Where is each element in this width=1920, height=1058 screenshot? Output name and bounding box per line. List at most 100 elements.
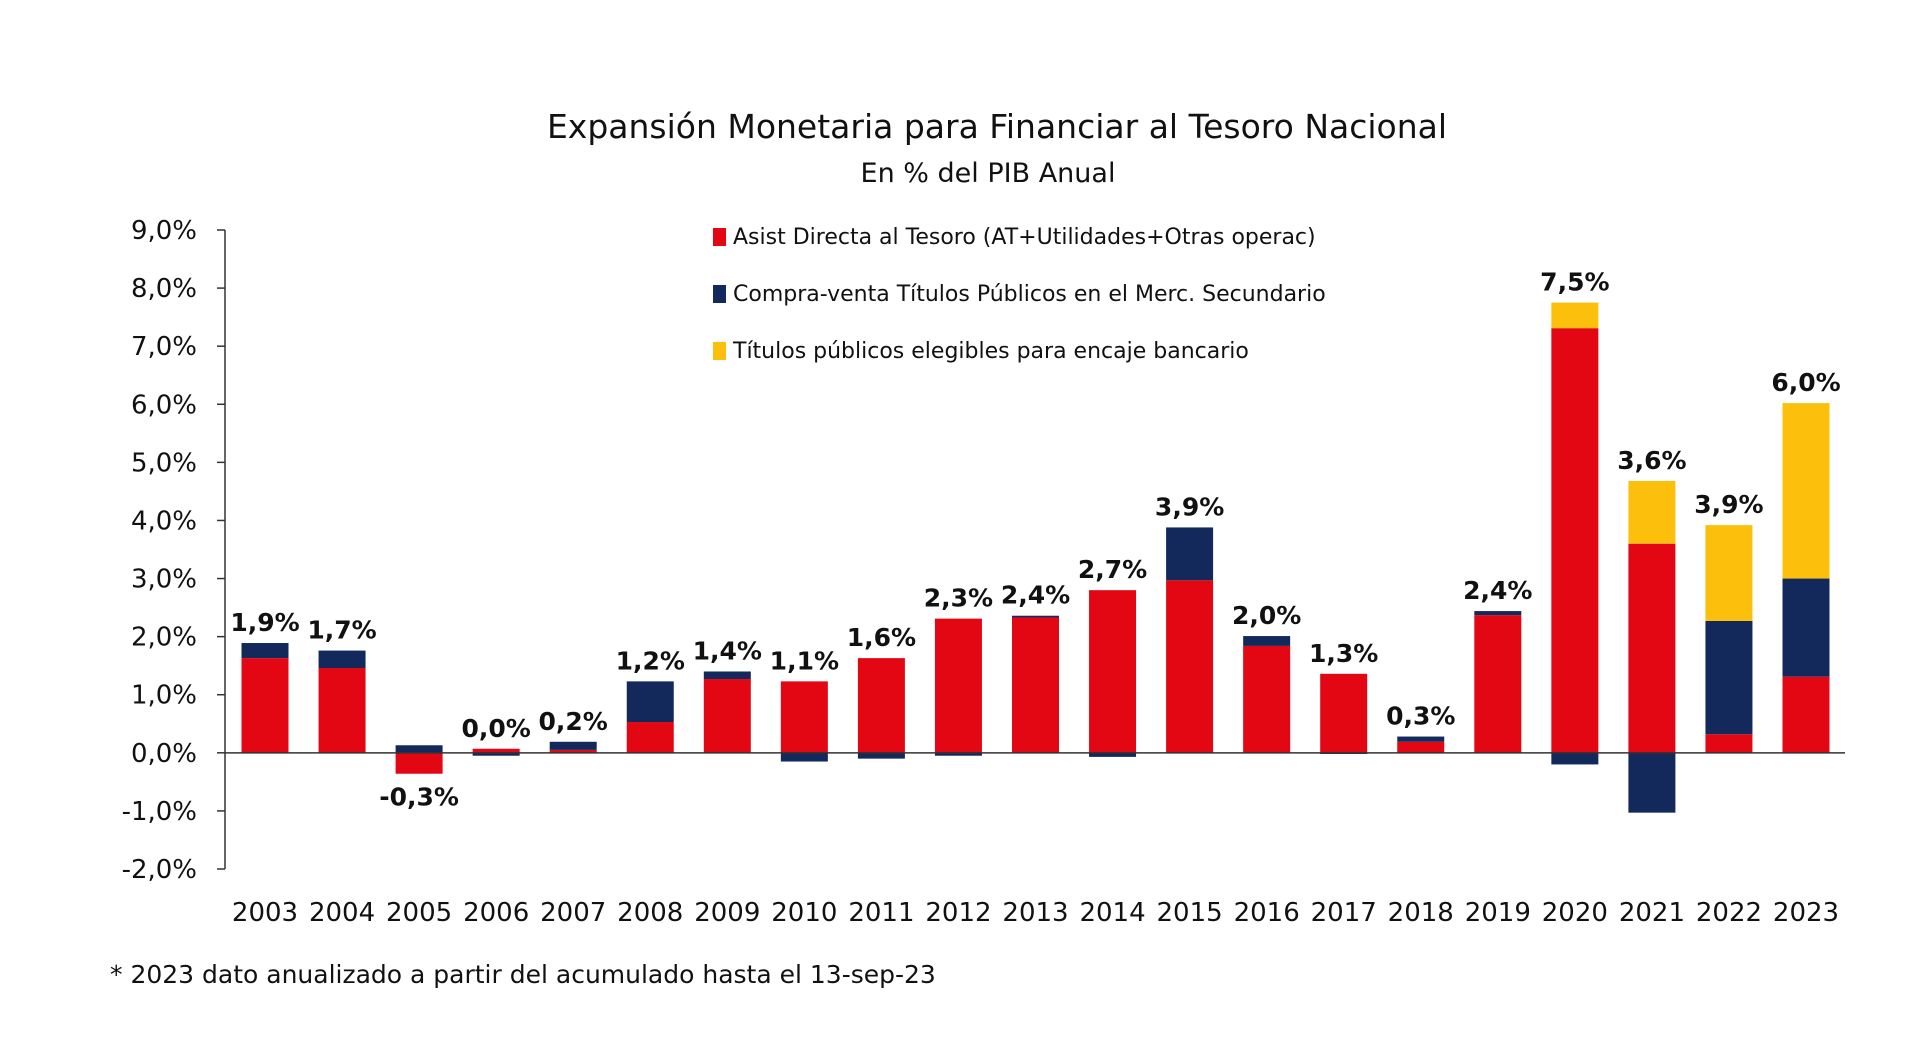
data-label: 1,4% xyxy=(693,636,762,665)
bar-segment xyxy=(472,748,520,753)
y-tick-label: 3,0% xyxy=(131,565,197,595)
data-label: 1,7% xyxy=(307,616,376,645)
bar-segment xyxy=(1474,611,1522,616)
data-label: 2,7% xyxy=(1078,555,1147,584)
x-tick-label: 2004 xyxy=(309,898,375,928)
bar-segment xyxy=(549,741,597,750)
legend-swatch xyxy=(713,285,726,303)
data-label: -0,3% xyxy=(379,783,459,812)
chart-title: Expansión Monetaria para Financiar al Te… xyxy=(547,107,1447,146)
x-tick-label: 2019 xyxy=(1465,898,1531,928)
data-label: 0,0% xyxy=(461,714,530,743)
x-tick-label: 2007 xyxy=(540,898,606,928)
data-label: 6,0% xyxy=(1771,368,1840,397)
bar-segment xyxy=(318,650,366,669)
x-tick-label: 2020 xyxy=(1542,898,1608,928)
bar-segment xyxy=(1551,302,1599,329)
bar-segment xyxy=(780,752,828,762)
bar-segment xyxy=(1628,752,1676,813)
x-tick-label: 2015 xyxy=(1157,898,1223,928)
x-tick-label: 2011 xyxy=(848,898,914,928)
bar-segment xyxy=(1320,673,1368,753)
bar-segment xyxy=(1705,734,1753,753)
bar-segment xyxy=(703,671,751,680)
data-label: 3,6% xyxy=(1617,446,1686,475)
bar-segment xyxy=(1782,403,1830,579)
x-tick-label: 2013 xyxy=(1002,898,1068,928)
bar-segment xyxy=(241,643,289,659)
bar-segment xyxy=(1166,580,1214,753)
bar-segment xyxy=(1782,578,1830,677)
y-tick-label: 1,0% xyxy=(131,681,197,711)
x-tick-label: 2023 xyxy=(1773,898,1839,928)
bar-segment xyxy=(318,668,366,753)
x-tick-label: 2018 xyxy=(1388,898,1454,928)
x-tick-label: 2012 xyxy=(925,898,991,928)
data-label: 0,3% xyxy=(1386,702,1455,731)
bar-segment xyxy=(1397,741,1445,753)
bar-segment xyxy=(472,752,520,756)
bar-segment xyxy=(1243,636,1291,646)
x-tick-label: 2006 xyxy=(463,898,529,928)
y-tick-label: 8,0% xyxy=(131,274,197,304)
bar-segment xyxy=(1551,328,1599,753)
bar-segment xyxy=(1705,620,1753,735)
data-label: 1,9% xyxy=(230,608,299,637)
bar-segment xyxy=(1551,752,1599,765)
bar-segment xyxy=(857,658,905,753)
chart-subtitle: En % del PIB Anual xyxy=(861,158,1116,189)
data-label: 1,1% xyxy=(770,646,839,675)
y-tick-label: 0,0% xyxy=(131,739,197,769)
bar-segment xyxy=(1628,543,1676,753)
bar-segment xyxy=(1474,615,1522,753)
bar-segment xyxy=(1243,645,1291,753)
bar-segment xyxy=(241,658,289,753)
bar-segment xyxy=(1166,527,1214,581)
x-tick-label: 2003 xyxy=(232,898,298,928)
footnote: * 2023 dato anualizado a partir del acum… xyxy=(110,960,936,989)
bar-segment xyxy=(1089,590,1137,753)
bar-segment xyxy=(703,679,751,753)
bar-segment xyxy=(1012,617,1059,753)
y-tick-label: -1,0% xyxy=(122,797,197,827)
legend-label: Títulos públicos elegibles para encaje b… xyxy=(732,339,1249,364)
bar-segment xyxy=(1628,480,1676,544)
data-label: 1,6% xyxy=(847,623,916,652)
data-label: 0,2% xyxy=(539,707,608,736)
legend-swatch xyxy=(713,342,726,360)
bar-segment xyxy=(1397,736,1445,742)
x-tick-label: 2017 xyxy=(1311,898,1377,928)
data-label: 2,4% xyxy=(1001,581,1070,610)
data-label: 1,2% xyxy=(616,646,685,675)
bar-segment xyxy=(857,752,905,759)
bar-segment xyxy=(549,749,597,753)
x-tick-label: 2010 xyxy=(771,898,837,928)
x-tick-label: 2005 xyxy=(386,898,452,928)
bar-segment xyxy=(395,745,443,753)
bar-segment xyxy=(1089,752,1137,757)
y-tick-label: 6,0% xyxy=(131,390,197,420)
x-tick-label: 2021 xyxy=(1619,898,1685,928)
data-label: 2,4% xyxy=(1463,576,1532,605)
bar-segment xyxy=(626,681,674,723)
data-label: 7,5% xyxy=(1540,268,1609,297)
bar-segment xyxy=(934,618,982,753)
bar-segment xyxy=(1782,676,1830,753)
bar-segment xyxy=(780,681,828,753)
bar-segment xyxy=(395,752,443,774)
y-tick-label: 9,0% xyxy=(131,216,197,246)
x-tick-label: 2022 xyxy=(1696,898,1762,928)
y-tick-label: 2,0% xyxy=(131,623,197,653)
x-tick-label: 2008 xyxy=(617,898,683,928)
data-label: 2,0% xyxy=(1232,601,1301,630)
x-tick-label: 2009 xyxy=(694,898,760,928)
legend-swatch xyxy=(713,228,726,246)
legend-label: Asist Directa al Tesoro (AT+Utilidades+O… xyxy=(733,225,1316,250)
bar-segment xyxy=(934,752,982,756)
y-tick-label: -2,0% xyxy=(122,855,197,885)
data-label: 3,9% xyxy=(1694,490,1763,519)
y-tick-label: 4,0% xyxy=(131,506,197,536)
data-label: 1,3% xyxy=(1309,639,1378,668)
y-tick-label: 7,0% xyxy=(131,332,197,362)
